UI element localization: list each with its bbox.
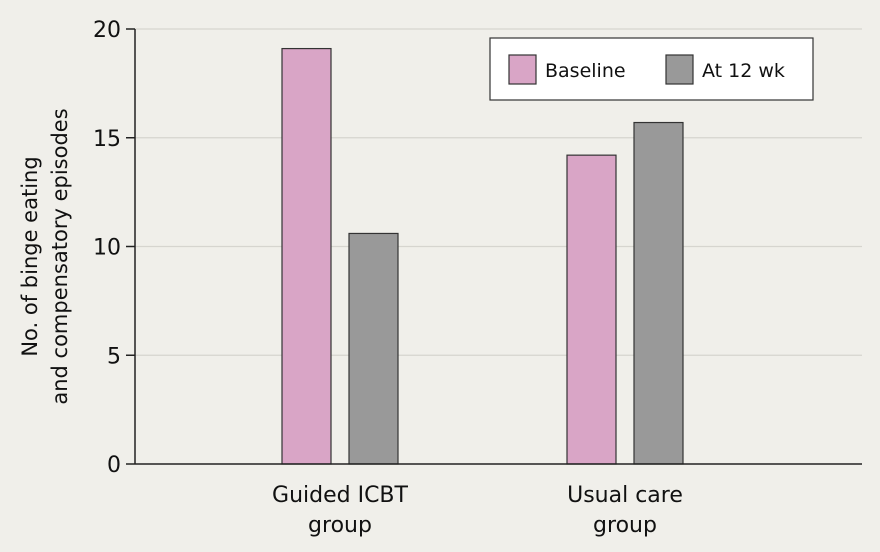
x-tick-label-guided-icbt-group: Guided ICBT group bbox=[272, 483, 409, 538]
bar-usual-care-group-at-12-wk bbox=[633, 121, 684, 465]
legend: Baseline At 12 wk bbox=[489, 37, 814, 101]
legend-label-at-12-wk: At 12 wk bbox=[702, 60, 785, 82]
y-tick-label-20: 20 bbox=[93, 18, 121, 43]
legend-swatch-baseline bbox=[508, 54, 537, 85]
bar-usual-care-group-baseline bbox=[566, 154, 617, 465]
legend-box bbox=[489, 37, 814, 101]
x-axis: Guided ICBT group Usual care group bbox=[135, 463, 862, 538]
y-axis: 0 5 10 15 20 bbox=[93, 18, 136, 478]
legend-swatch-at-12-wk bbox=[665, 54, 694, 85]
x-tick-label-usual-care-group: Usual care group bbox=[567, 483, 683, 538]
y-tick-label-0: 0 bbox=[107, 453, 121, 478]
bar-guided-icbt-group-baseline bbox=[281, 47, 332, 465]
y-axis-title-text: No. of binge eating and compensatory epis… bbox=[18, 108, 72, 404]
bar-guided-icbt-group-at-12-wk bbox=[348, 232, 399, 465]
y-tick-label-15: 15 bbox=[93, 127, 121, 152]
y-axis-title: No. of binge eating and compensatory epis… bbox=[18, 108, 72, 404]
gridlines bbox=[135, 28, 862, 356]
legend-label-baseline: Baseline bbox=[545, 60, 626, 82]
y-tick-label-5: 5 bbox=[107, 344, 121, 369]
bars bbox=[281, 47, 684, 465]
y-tick-label-10: 10 bbox=[93, 236, 121, 261]
